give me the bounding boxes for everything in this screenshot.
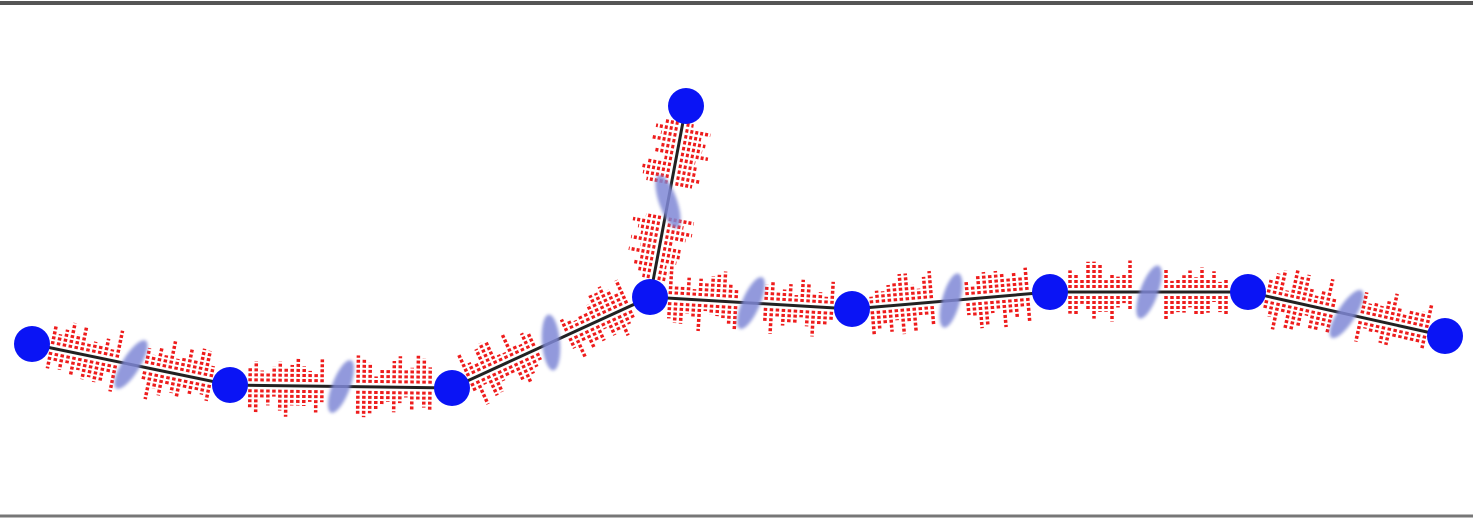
side-chain [912, 285, 913, 300]
side-chain [706, 282, 707, 297]
side-chain [78, 358, 80, 370]
side-chain [974, 303, 975, 316]
node [632, 279, 668, 315]
side-chain [1010, 299, 1011, 312]
side-chain [992, 301, 993, 313]
side-chain [908, 308, 909, 322]
side-chain [789, 309, 790, 324]
node [1230, 274, 1266, 310]
page: (() => { const NS = 'http://www.w3.org/2… [0, 0, 1473, 518]
side-chain [765, 308, 766, 322]
side-chain [884, 310, 885, 324]
side-chain [164, 355, 166, 367]
side-chain [819, 311, 820, 326]
node [14, 326, 50, 362]
node [834, 291, 870, 327]
side-chain [730, 283, 731, 298]
side-chain [1008, 278, 1009, 291]
side-chain [1020, 276, 1021, 291]
node [1032, 274, 1068, 310]
side-chain [877, 291, 878, 303]
node [1427, 318, 1463, 354]
side-chain [638, 268, 650, 270]
side-chain [795, 310, 796, 323]
diagram [0, 0, 1473, 518]
side-chain [693, 304, 694, 317]
background [0, 0, 1473, 518]
node [434, 370, 470, 406]
node [212, 367, 248, 403]
node [668, 88, 704, 124]
side-chain [766, 285, 767, 300]
side-chain [968, 303, 969, 315]
side-chain [966, 281, 967, 295]
side-chain [723, 305, 724, 318]
side-chain [825, 311, 826, 326]
